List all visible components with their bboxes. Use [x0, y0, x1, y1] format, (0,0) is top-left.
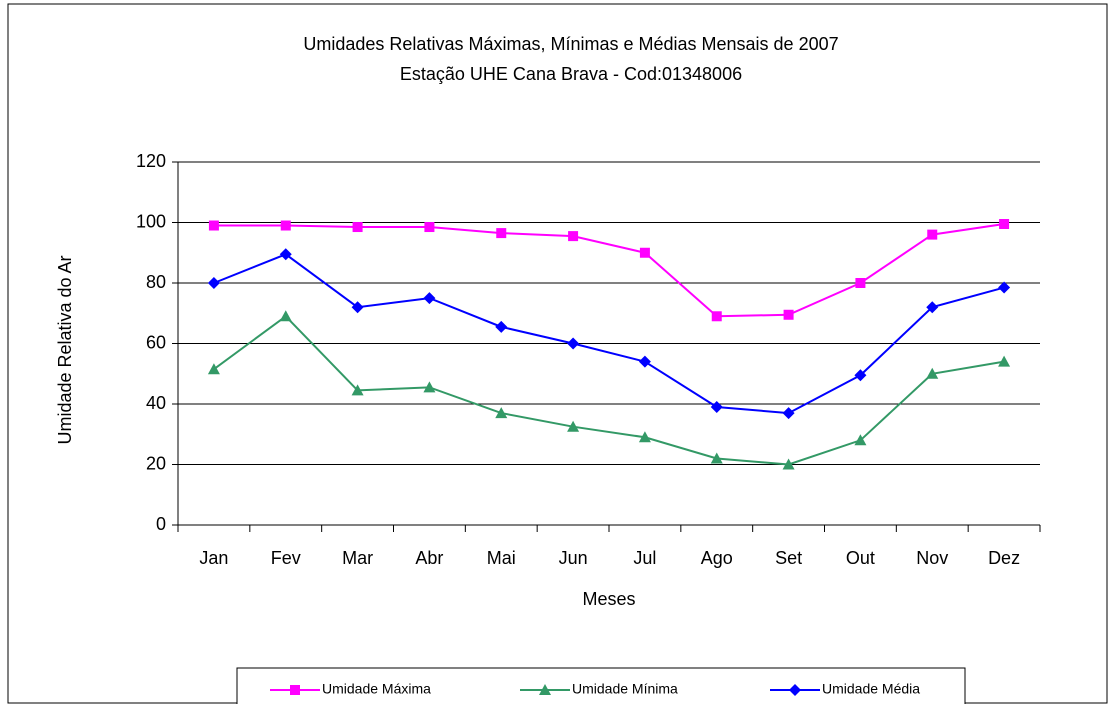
x-tick-label: Jul	[633, 548, 656, 568]
marker	[783, 309, 794, 320]
chart-subtitle: Estação UHE Cana Brava - Cod:01348006	[400, 64, 742, 84]
y-tick-label: 60	[146, 332, 166, 352]
marker	[998, 355, 1011, 367]
y-tick-label: 0	[156, 514, 166, 534]
y-axis-label: Umidade Relativa do Ar	[55, 255, 75, 444]
marker	[638, 431, 651, 443]
series-line	[213, 223, 1005, 318]
x-tick-label: Mar	[342, 548, 373, 568]
marker	[789, 684, 801, 696]
y-tick-label: 20	[146, 453, 166, 473]
y-tick-label: 100	[136, 211, 166, 231]
x-tick-label: Abr	[415, 548, 443, 568]
x-axis-label: Meses	[582, 589, 635, 609]
marker	[568, 231, 579, 242]
x-tick-label: Jun	[559, 548, 588, 568]
legend-box	[236, 667, 966, 704]
marker	[638, 355, 651, 368]
y-tick-label: 40	[146, 393, 166, 413]
series-line	[213, 314, 1005, 466]
marker	[782, 407, 795, 420]
marker	[424, 222, 435, 233]
marker	[567, 337, 580, 350]
marker	[998, 281, 1011, 294]
marker	[782, 458, 795, 470]
y-tick-label: 80	[146, 272, 166, 292]
legend-label: Umidade Média	[822, 681, 920, 697]
marker	[495, 407, 508, 419]
marker	[351, 384, 364, 396]
chart-border	[7, 3, 1108, 704]
marker	[423, 381, 436, 393]
marker	[927, 229, 938, 240]
legend-label: Umidade Mínima	[572, 681, 678, 697]
marker	[711, 311, 722, 322]
x-tick-label: Jan	[199, 548, 228, 568]
chart-title: Umidades Relativas Máximas, Mínimas e Mé…	[303, 34, 838, 54]
marker	[423, 292, 436, 305]
marker	[710, 452, 723, 464]
marker	[539, 684, 551, 695]
marker	[279, 310, 292, 322]
marker	[207, 363, 220, 375]
marker	[710, 401, 723, 414]
marker	[854, 369, 867, 382]
x-tick-label: Fev	[271, 548, 301, 568]
y-tick-label: 120	[136, 151, 166, 171]
marker	[639, 247, 650, 258]
x-tick-label: Dez	[988, 548, 1020, 568]
marker	[999, 219, 1010, 230]
marker	[495, 320, 508, 333]
legend-label: Umidade Máxima	[322, 681, 431, 697]
marker	[290, 685, 300, 695]
marker	[207, 277, 220, 289]
marker	[854, 434, 867, 446]
marker	[567, 420, 580, 432]
marker	[280, 220, 291, 231]
marker	[496, 228, 507, 239]
x-tick-label: Out	[846, 548, 875, 568]
marker	[352, 222, 363, 233]
series-line	[213, 253, 1005, 415]
x-tick-label: Set	[775, 548, 802, 568]
marker	[855, 278, 866, 288]
marker	[279, 248, 292, 261]
marker	[351, 301, 364, 314]
marker	[926, 301, 939, 314]
marker	[208, 220, 219, 231]
x-tick-label: Ago	[701, 548, 733, 568]
marker	[926, 367, 939, 379]
x-tick-label: Mai	[487, 548, 516, 568]
x-tick-label: Nov	[916, 548, 948, 568]
